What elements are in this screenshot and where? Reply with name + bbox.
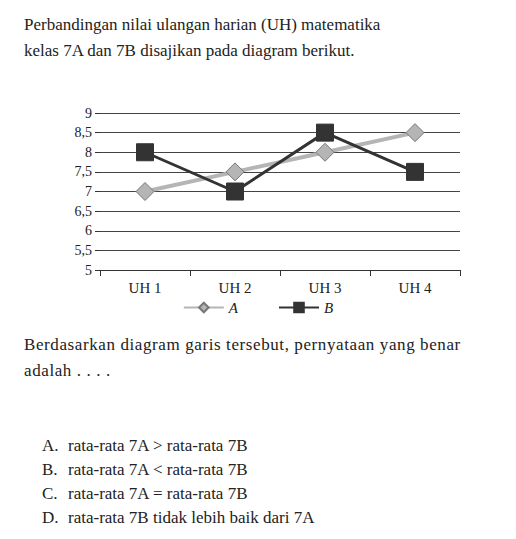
- svg-text:5,5: 5,5: [75, 243, 93, 258]
- html-text:D.: D.: [42, 508, 59, 527]
- html-text:rata-rata 7B tidak lebih baik: rata-rata 7B tidak lebih baik dari 7A: [68, 508, 315, 527]
- svg-text:UH 3: UH 3: [309, 280, 342, 296]
- svg-text:7,5: 7,5: [75, 164, 93, 179]
- html-text:Berdasarkan diagram garis ters: Berdasarkan diagram garis tersebut, pern…: [24, 335, 461, 380]
- svg-text:6,5: 6,5: [75, 204, 93, 219]
- html-text:kelas 7A dan 7B disajikan pada: kelas 7A dan 7B disajikan pada diagram b…: [24, 41, 355, 60]
- html-text:A.: A.: [42, 436, 59, 455]
- svg-text:UH 1: UH 1: [129, 280, 162, 296]
- svg-text:8,5: 8,5: [75, 125, 93, 140]
- svg-text:A: A: [228, 300, 239, 316]
- svg-text:5: 5: [85, 263, 92, 278]
- svg-text:B: B: [324, 300, 333, 316]
- svg-text:9: 9: [85, 106, 92, 121]
- html-text:B.: B.: [42, 460, 58, 479]
- html-text:Perbandingan nilai ulangan har: Perbandingan nilai ulangan harian (UH) m…: [24, 15, 381, 34]
- html-text:C.: C.: [42, 484, 58, 503]
- svg-text:7: 7: [85, 184, 92, 199]
- svg-text:UH 4: UH 4: [399, 280, 432, 296]
- html-text:rata-rata 7A < rata-rata 7B: rata-rata 7A < rata-rata 7B: [68, 460, 248, 479]
- svg-text:8: 8: [85, 145, 92, 160]
- svg-text:UH 2: UH 2: [219, 280, 252, 296]
- html-text:rata-rata 7A > rata-rata 7B: rata-rata 7A > rata-rata 7B: [68, 436, 248, 455]
- svg-text:6: 6: [85, 223, 92, 238]
- html-text:rata-rata 7A = rata-rata 7B: rata-rata 7A = rata-rata 7B: [68, 484, 248, 503]
